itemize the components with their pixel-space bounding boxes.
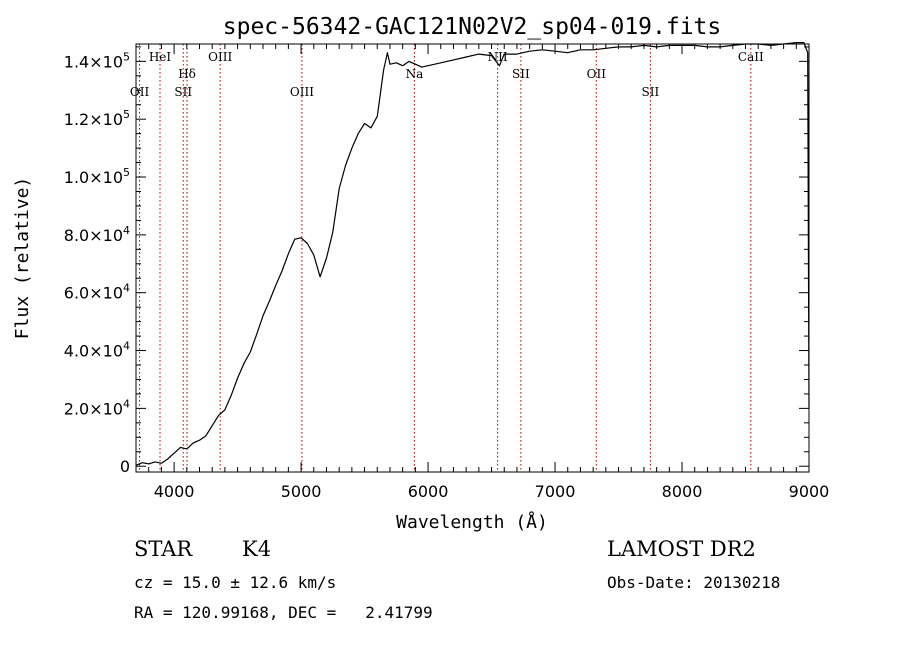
spectral-line-label: SII (512, 67, 530, 81)
x-tick-label: 9000 (789, 482, 830, 501)
spectral-line-label: SII (642, 85, 660, 99)
spectrum-line (135, 41, 810, 466)
y-tick-label: 2.0×104 (64, 397, 130, 418)
spectral-line-label: OII (130, 85, 150, 99)
object-subclass: K4 (242, 537, 272, 561)
spectral-line-label: SII (174, 85, 192, 99)
spectral-line-label: HeI (149, 50, 172, 64)
spectral-line-label: Hδ (178, 67, 196, 81)
y-axis: 0 2.0×104 4.0×104 6.0×104 8.0×104 1.0×105 1.2×… (64, 46, 809, 476)
survey-name: LAMOST DR2 (607, 537, 756, 561)
plot-frame (135, 43, 810, 473)
x-tick-label: 6000 (408, 482, 449, 501)
object-class: STAR (134, 537, 193, 561)
x-tick-label: 5000 (281, 482, 322, 501)
spectral-line-markers: OII HeI SII Hδ OIII OIII Na NII SII OII SII CaII (130, 44, 764, 472)
spectral-line-label: CaII (738, 50, 764, 64)
coordinates-readout: RA = 120.99168, DEC = 2.41799 (134, 603, 433, 622)
x-axis: 4000 5000 6000 7000 8000 9000 (135, 44, 830, 501)
y-tick-label: 8.0×104 (64, 224, 130, 245)
spectrum-series (135, 41, 810, 466)
spectral-line-label: NII (488, 50, 508, 64)
y-tick-label: 1.0×105 (64, 166, 130, 187)
x-tick-label: 7000 (535, 482, 576, 501)
y-tick-label: 4.0×104 (64, 340, 130, 361)
y-tick-label: 6.0×104 (64, 282, 130, 303)
x-tick-label: 8000 (662, 482, 703, 501)
redshift-readout: cz = 15.0 ± 12.6 km/s (134, 573, 337, 592)
x-tick-label: 4000 (154, 482, 195, 501)
spectral-line-label: OII (587, 67, 607, 81)
spectral-line-label: OIII (208, 50, 232, 64)
spectral-line-label: Na (406, 67, 424, 81)
chart-title: spec-56342-GAC121N02V2_sp04-019.fits (223, 14, 722, 40)
y-tick-label: 0 (120, 457, 130, 476)
x-axis-label: Wavelength (Å) (396, 511, 548, 533)
y-axis-label: Flux (relative) (12, 177, 33, 340)
spectral-line-label: OIII (290, 85, 314, 99)
observation-date: Obs-Date: 20130218 (607, 573, 781, 592)
y-tick-label: 1.4×105 (64, 50, 130, 71)
y-tick-label: 1.2×105 (64, 108, 130, 129)
